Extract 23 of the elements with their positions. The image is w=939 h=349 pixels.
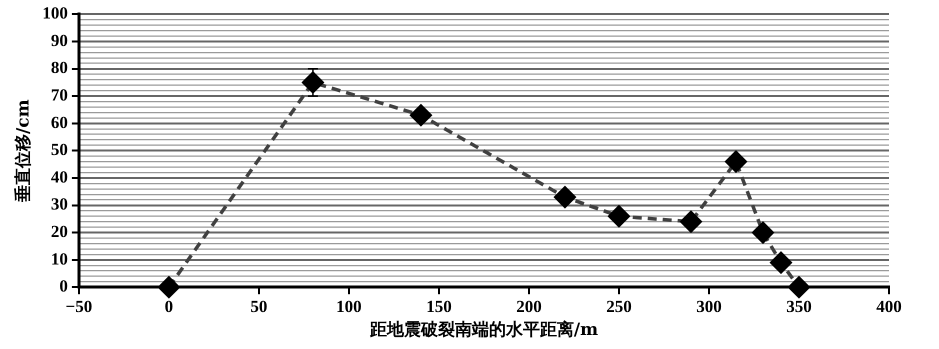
x-tick-label: 250 (606, 296, 632, 316)
y-tick-label: 0 (59, 276, 68, 296)
y-tick-label: 70 (50, 85, 68, 104)
x-tick-label: 300 (696, 296, 722, 316)
x-tick-label: 0 (164, 296, 174, 316)
x-tick-label: 100 (336, 296, 362, 316)
y-tick-label: 20 (50, 222, 68, 241)
y-axis-title: 垂直位移/cm (14, 99, 34, 203)
x-tick-label: 350 (786, 296, 812, 316)
x-tick-label: −50 (66, 296, 92, 316)
y-tick-label: 40 (50, 167, 68, 186)
x-axis-title: 距地震破裂南端的水平距离/m (368, 320, 598, 340)
y-tick-label: 80 (50, 58, 68, 78)
y-tick-label: 10 (50, 249, 68, 268)
x-tick-label: 150 (426, 296, 452, 316)
x-tick-label: 200 (516, 296, 542, 316)
x-tick-label: 400 (876, 296, 902, 316)
y-tick-label: 50 (50, 140, 68, 160)
y-tick-label: 100 (42, 4, 68, 23)
y-tick-label: 60 (50, 112, 68, 132)
x-tick-label: 50 (250, 296, 268, 316)
y-tick-label: 30 (50, 194, 68, 214)
y-tick-label: 90 (50, 30, 68, 50)
